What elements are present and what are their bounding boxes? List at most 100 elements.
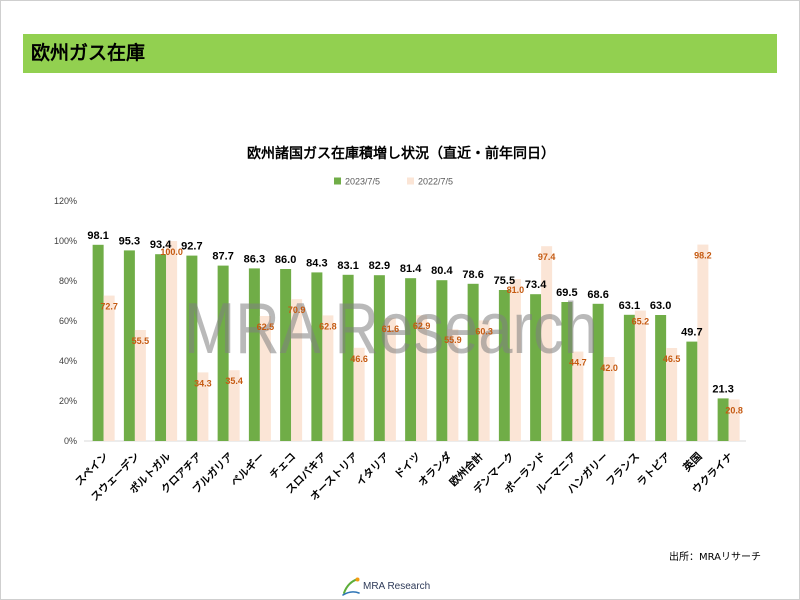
current-year-value-label: 73.4 <box>525 279 547 291</box>
current-year-bar <box>405 278 417 441</box>
current-year-bar <box>155 254 167 441</box>
y-tick-label: 20% <box>59 396 77 406</box>
y-tick-label: 0% <box>64 436 77 446</box>
prior-year-bar <box>416 315 428 441</box>
legend-label-prior-year: 2022/7/5 <box>418 177 453 187</box>
prior-year-value-label: 62.9 <box>413 321 431 331</box>
current-year-value-label: 82.9 <box>369 260 390 272</box>
prior-year-bar <box>697 244 709 441</box>
prior-year-value-label: 62.5 <box>257 322 275 332</box>
prior-year-value-label: 44.7 <box>569 358 587 368</box>
y-tick-label: 40% <box>59 356 77 366</box>
prior-year-bar <box>572 351 584 441</box>
y-tick-label: 60% <box>59 316 77 326</box>
current-year-value-label: 63.1 <box>619 300 640 312</box>
prior-year-bar <box>634 310 646 441</box>
y-tick-label: 80% <box>59 276 77 286</box>
prior-year-value-label: 70.9 <box>288 305 306 315</box>
current-year-value-label: 87.7 <box>212 251 233 263</box>
current-year-bar <box>530 294 542 441</box>
current-year-bar <box>280 269 292 441</box>
current-year-value-label: 68.6 <box>587 289 608 301</box>
legend-swatch-current-year <box>334 177 341 185</box>
current-year-bar <box>373 275 385 441</box>
current-year-value-label: 49.7 <box>681 327 702 339</box>
prior-year-bar <box>478 320 490 441</box>
prior-year-value-label: 61.6 <box>382 324 400 334</box>
current-year-bar <box>717 398 729 441</box>
x-tick-label: 英国 <box>680 450 705 475</box>
prior-year-bar <box>322 315 334 441</box>
current-year-value-label: 98.1 <box>87 230 108 242</box>
current-year-bar <box>311 272 323 441</box>
prior-year-bar <box>166 241 178 441</box>
current-year-bar <box>686 341 698 441</box>
prior-year-bar <box>384 317 396 441</box>
current-year-bar <box>561 302 573 441</box>
current-year-value-label: 80.4 <box>431 265 453 277</box>
source-note: 出所：MRAリサーチ <box>669 552 762 563</box>
prior-year-bar <box>228 370 240 441</box>
prior-year-bar <box>353 347 365 441</box>
current-year-bar <box>92 244 104 441</box>
page-title: 欧州ガス在庫 <box>31 42 146 64</box>
current-year-value-label: 86.3 <box>244 253 265 265</box>
current-year-bar <box>123 250 135 441</box>
legend: 2023/7/5 2022/7/5 <box>334 177 453 187</box>
prior-year-bar <box>291 299 303 441</box>
watermark: MRA Research <box>184 289 598 369</box>
current-year-value-label: 81.4 <box>400 263 422 275</box>
prior-year-bar <box>603 357 615 441</box>
bar-group <box>92 241 740 441</box>
prior-year-value-label: 97.4 <box>538 252 556 262</box>
prior-year-value-label: 20.8 <box>725 405 743 415</box>
prior-year-value-label: 72.7 <box>100 302 118 312</box>
current-year-value-label: 63.0 <box>650 300 671 312</box>
company-logo: MRA Research <box>342 576 430 596</box>
current-year-value-label: 21.3 <box>712 383 733 395</box>
prior-year-bar <box>509 279 521 441</box>
legend-swatch-prior-year <box>407 177 414 185</box>
prior-year-bar <box>103 295 115 441</box>
legend-label-current-year: 2023/7/5 <box>345 177 380 187</box>
current-year-value-label: 84.3 <box>306 257 327 269</box>
current-year-bar <box>655 315 667 441</box>
current-year-value-label: 86.0 <box>275 254 296 266</box>
current-year-value-label: 93.4 <box>150 239 172 251</box>
current-year-value-label: 78.6 <box>462 269 483 281</box>
prior-year-value-label: 65.2 <box>632 317 650 327</box>
current-year-bar <box>248 268 260 441</box>
prior-year-value-label: 100.0 <box>160 247 183 257</box>
prior-year-bar <box>197 372 209 441</box>
prior-year-value-label: 46.5 <box>663 354 681 364</box>
prior-year-value-label: 35.4 <box>225 376 243 386</box>
swoosh-logo-icon <box>342 577 360 596</box>
logo-text: MRA Research <box>363 580 431 592</box>
chart-title: 欧州諸国ガス在庫積増し状況（直近・前年同日） <box>247 145 555 162</box>
prior-year-bar <box>259 316 271 441</box>
prior-year-bar <box>134 330 146 441</box>
prior-year-value-label: 34.3 <box>194 378 212 388</box>
current-year-value-label: 69.5 <box>556 287 577 299</box>
current-year-value-label: 83.1 <box>337 260 358 272</box>
x-tick-label: フランス <box>604 451 642 489</box>
current-year-bar <box>217 265 229 441</box>
prior-year-bar <box>541 246 553 441</box>
current-year-bar <box>342 274 354 441</box>
current-year-bar <box>498 290 510 441</box>
x-tick-label: ベルギー <box>228 450 267 489</box>
prior-year-bar <box>728 399 740 441</box>
current-year-bar <box>436 280 448 441</box>
y-tick-label: 100% <box>54 236 77 246</box>
prior-year-value-label: 60.3 <box>475 326 493 336</box>
prior-year-value-label: 55.9 <box>444 335 462 345</box>
current-year-bar <box>592 303 604 441</box>
header-bar: 欧州ガス在庫 <box>23 34 777 73</box>
prior-year-value-label: 55.5 <box>132 336 150 346</box>
y-tick-label: 120% <box>54 196 77 206</box>
current-year-bar <box>623 314 635 441</box>
